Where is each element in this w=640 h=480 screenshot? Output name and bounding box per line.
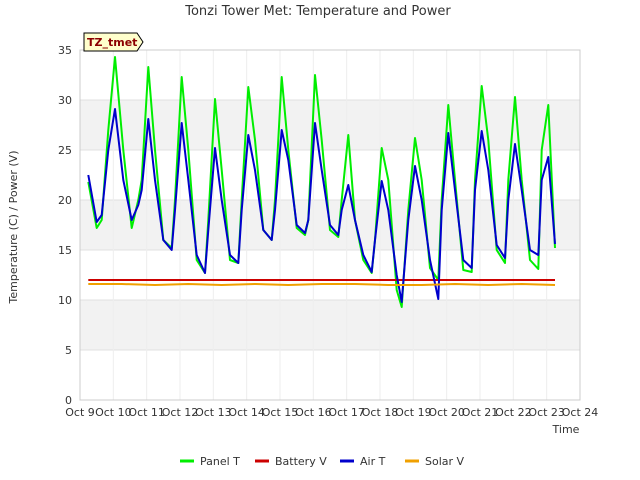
- x-tick-label: Oct 10: [95, 406, 132, 419]
- x-tick-label: Oct 12: [162, 406, 199, 419]
- chart-title: Tonzi Tower Met: Temperature and Power: [184, 4, 451, 19]
- x-tick-label: Oct 24: [562, 406, 599, 419]
- x-tick-label: Oct 15: [262, 406, 299, 419]
- x-tick-label: Oct 23: [528, 406, 565, 419]
- legend-label-battery-v: Battery V: [275, 455, 327, 468]
- series-line-panel-t: [87, 56, 556, 308]
- x-tick-label: Oct 20: [428, 406, 465, 419]
- x-tick-label: Oct 21: [462, 406, 499, 419]
- x-tick-label: Oct 11: [128, 406, 165, 419]
- site-badge-label: TZ_tmet: [87, 36, 137, 49]
- x-tick-label: Oct 17: [328, 406, 365, 419]
- y-tick-label: 5: [65, 344, 72, 357]
- series-line-solar-v: [88, 283, 556, 286]
- series-line-air-t: [87, 108, 556, 303]
- site-badge: TZ_tmet: [83, 32, 144, 52]
- site-badge-shape: [83, 32, 144, 52]
- x-tick-label: Oct 9: [65, 406, 95, 419]
- plot-band: [80, 100, 580, 150]
- legend-label-air-t: Air T: [360, 455, 386, 468]
- y-axis-ticks: 0 5 10 15 20 25 30 35: [58, 44, 72, 407]
- y-tick-label: 25: [58, 144, 72, 157]
- legend-label-panel-t: Panel T: [200, 455, 240, 468]
- y-tick-label: 20: [58, 194, 72, 207]
- y-tick-label: 35: [58, 44, 72, 57]
- legend-label-solar-v: Solar V: [425, 455, 465, 468]
- x-tick-label: Oct 16: [295, 406, 332, 419]
- plot-frame: [79, 49, 581, 401]
- y-tick-label: 15: [58, 244, 72, 257]
- legend: Panel T Battery V Air T Solar V: [180, 455, 465, 468]
- y-tick-label: 30: [58, 94, 72, 107]
- y-axis-label: Temperature (C) / Power (V): [7, 150, 20, 304]
- x-tick-label: Oct 18: [362, 406, 399, 419]
- x-tick-label: Oct 14: [228, 406, 265, 419]
- plot-band: [80, 300, 580, 350]
- x-tick-label: Oct 22: [495, 406, 532, 419]
- x-axis-label: Time: [552, 423, 580, 436]
- x-tick-label: Oct 19: [395, 406, 432, 419]
- x-tick-label: Oct 13: [195, 406, 232, 419]
- y-tick-label: 10: [58, 294, 72, 307]
- y-tick-label: 0: [65, 394, 72, 407]
- series-layer: [87, 56, 556, 308]
